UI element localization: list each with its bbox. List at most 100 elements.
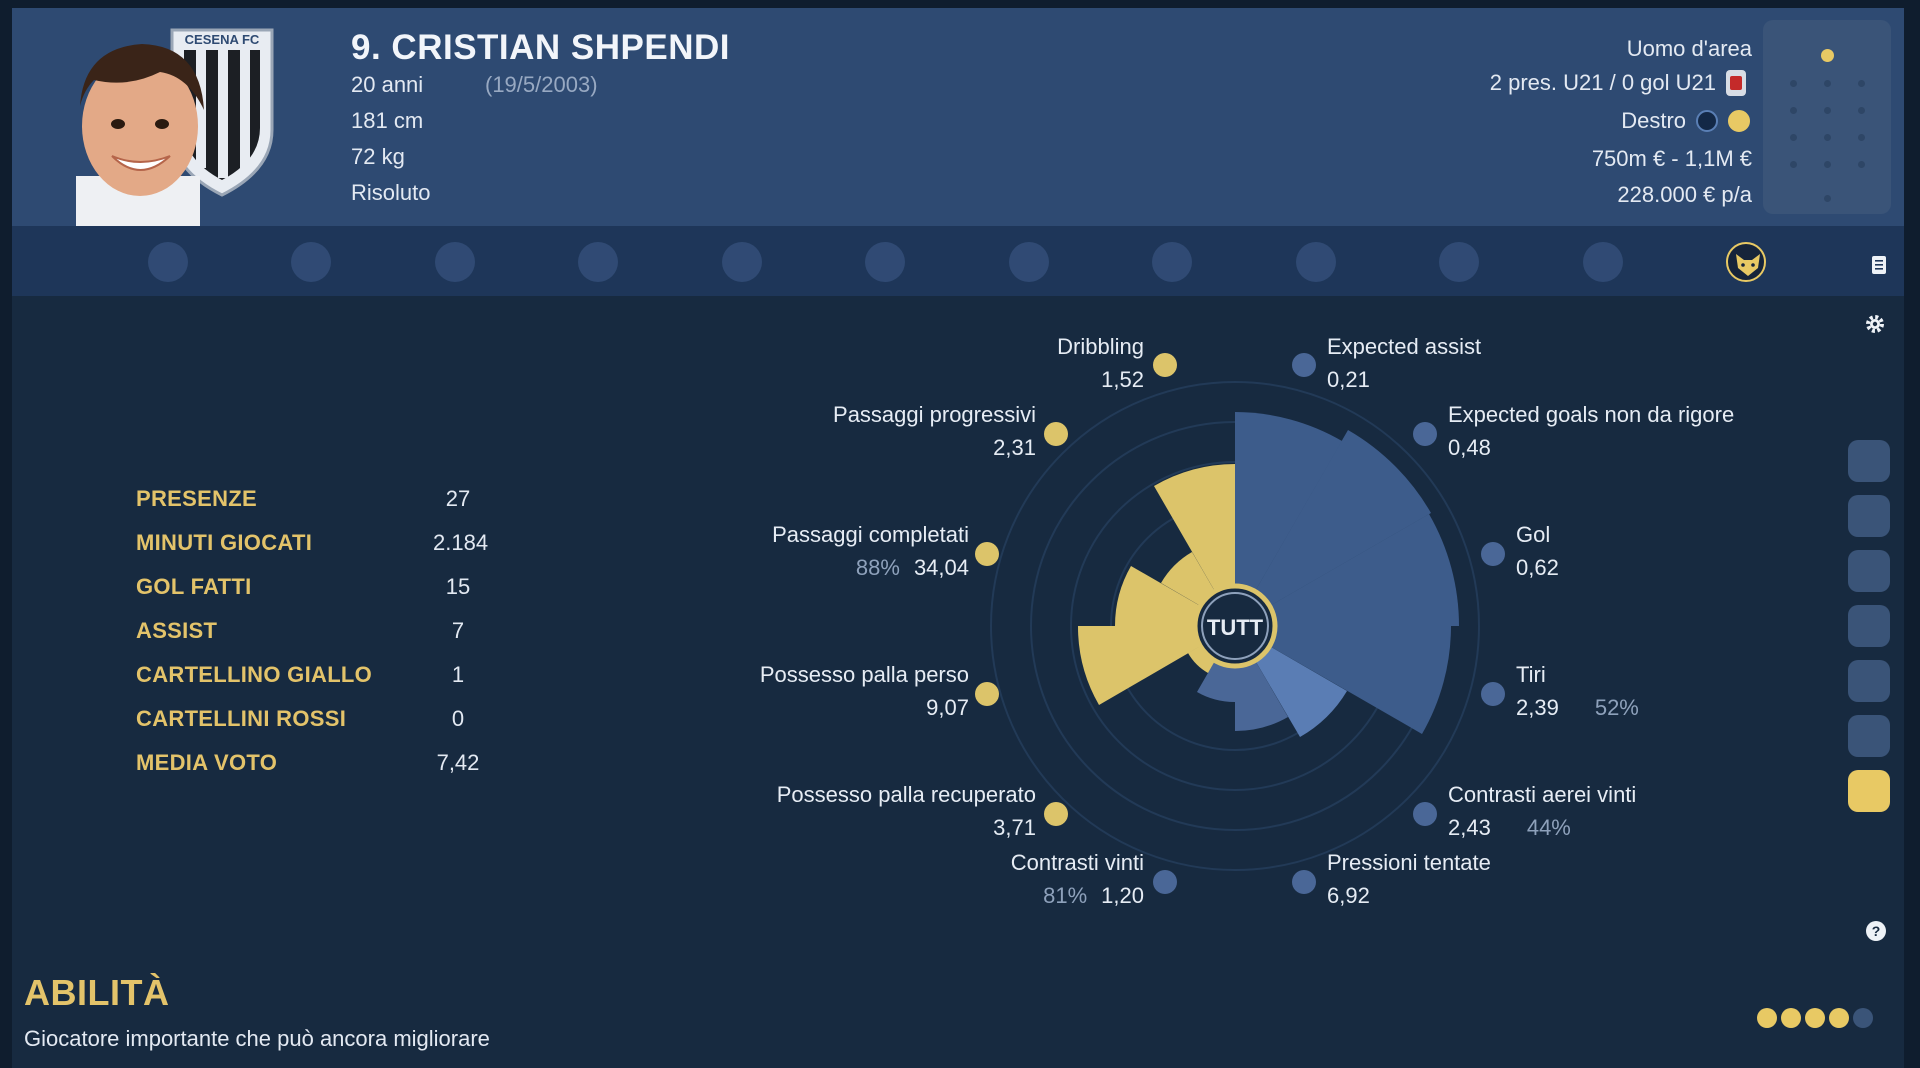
section-description: Giocatore importante che può ancora migl… [24,1026,490,1051]
tab-target-icon[interactable] [1583,242,1623,282]
player-role: Uomo d'area [1627,36,1752,62]
role-tabs [12,226,1904,296]
tab-hammer-sickle-icon[interactable] [578,242,618,282]
filter-kicking-icon[interactable] [1848,550,1890,592]
position-dot [1824,161,1831,168]
metric-pct: 52% [1594,695,1639,720]
metric-progressive: Passaggi progressivi 2,31 [833,398,1036,464]
metric-dot-shots[interactable] [1481,682,1505,706]
metric-label: Tiri [1516,662,1546,687]
player-value: 750m € - 1,1M € [1592,146,1752,172]
metric-dot-npxg[interactable] [1413,422,1437,446]
metric-aerial: Contrasti aerei vinti 2,43 44% [1448,778,1636,844]
metric-dot-pressures[interactable] [1292,870,1316,894]
metric-pct: 88% [855,555,900,580]
metric-dot-progressive[interactable] [1044,422,1068,446]
metric-dot-lost[interactable] [975,682,999,706]
tab-helmet-icon[interactable] [1009,242,1049,282]
player-wage: 228.000 € p/a [1617,182,1752,208]
metric-pressures: Pressioni tentate 6,92 [1327,846,1491,912]
position-dot [1858,161,1865,168]
tab-wave-icon[interactable] [1439,242,1479,282]
player-dob: (19/5/2003) [485,72,598,97]
stat-row: MINUTI GIOCATI 2.184 [136,522,496,566]
gear-icon[interactable] [1864,313,1886,335]
filter-shooting-icon[interactable] [1848,715,1890,757]
stat-label: PRESENZE [136,486,257,511]
metric-xa: Expected assist 0,21 [1327,330,1481,396]
filter-sliding-icon[interactable] [1848,440,1890,482]
filter-standing-icon[interactable] [1848,495,1890,537]
metric-dot-completed[interactable] [975,542,999,566]
stat-row: CARTELLINO GIALLO 1 [136,654,496,698]
section-title: ABILITÀ [24,972,170,1013]
tab-pencil-icon[interactable] [865,242,905,282]
tab-eye-icon[interactable] [722,242,762,282]
stat-row: PRESENZE 27 [136,478,496,522]
metric-label: Dribbling [1057,334,1144,359]
metric-completed: Passaggi completati 88% 34,04 [772,518,969,584]
metric-goals: Gol 0,62 [1516,518,1559,584]
metric-value: 0,21 [1327,367,1370,392]
metric-value: 6,92 [1327,883,1370,908]
metric-tackles: Contrasti vinti 81% 1,20 [1011,846,1144,912]
metric-dot-xa[interactable] [1292,353,1316,377]
season-stats: PRESENZE 27 MINUTI GIOCATI 2.184 GOL FATTI… [136,478,496,786]
metric-dot-goals[interactable] [1481,542,1505,566]
help-icon[interactable]: ? [1866,921,1886,941]
filter-running-icon[interactable] [1848,660,1890,702]
club-crest-icon: CESENA FC [170,28,274,197]
position-map [1763,20,1891,214]
metric-lost: Possesso palla perso 9,07 [760,658,969,724]
stat-row: CARTELLINI ROSSI 0 [136,698,496,742]
metric-label: Expected assist [1327,334,1482,359]
player-wage-label: 228.000 € p/a [1617,182,1752,207]
position-dot [1824,134,1831,141]
metric-value: 9,07 [926,695,969,720]
metric-label: Contrasti vinti [1010,850,1144,875]
player-photo [76,44,204,226]
metric-dot-tackles[interactable] [1153,870,1177,894]
filter-heading-icon[interactable] [1848,605,1890,647]
stat-row: ASSIST 7 [136,610,496,654]
filter-all-icon[interactable] [1848,770,1890,812]
metric-label: Pressioni tentate [1327,850,1491,875]
right-foot-icon [1728,110,1750,132]
metric-dot-recovered[interactable] [1044,802,1068,826]
player-age: 20 anni [351,72,424,97]
player-foot-label: Destro [1621,108,1686,133]
stat-label: MINUTI GIOCATI [136,530,313,555]
tab-shield-icon[interactable] [435,242,475,282]
player-value-label: 750m € - 1,1M € [1591,146,1752,171]
tab-goalkeeper-icon[interactable] [291,242,331,282]
stat-row: MEDIA VOTO 7,42 [136,742,496,786]
metric-label: Passaggi progressivi [833,402,1036,427]
notes-icon[interactable] [1872,256,1886,274]
rating-dot [1757,1008,1777,1028]
metric-value: 0,48 [1448,435,1491,460]
metric-label: Expected goals non da rigore [1448,402,1735,427]
radar-center-label[interactable]: TUTT [1207,615,1264,640]
stat-label: CARTELLINO GIALLO [136,662,373,687]
tab-wolf-icon[interactable] [1296,242,1336,282]
rating-dot [1829,1008,1849,1028]
rating-dot [1805,1008,1825,1028]
metric-value: 2,39 [1516,695,1559,720]
tab-anchor-icon[interactable] [148,242,188,282]
metric-pct: 81% [1043,883,1088,908]
radar-slices [1077,412,1459,737]
stat-row: GOL FATTI 15 [136,566,496,610]
metric-dot-dribbling[interactable] [1153,353,1177,377]
tab-star-burst-icon[interactable] [1152,242,1192,282]
metric-label: Passaggi completati [772,522,969,547]
stat-label: GOL FATTI [136,574,252,599]
metric-recovered: Possesso palla recuperato 3,71 [777,778,1036,844]
position-dot-active [1821,49,1834,62]
metric-value: 3,71 [993,815,1036,840]
player-header: CESENA FC 9. CRISTIAN SHPENDI 20 anni (1… [12,8,1904,226]
metric-dot-aerial[interactable] [1413,802,1437,826]
player-height: 181 cm [351,108,424,133]
metric-value: 2,31 [993,435,1036,460]
tab-fox-icon[interactable] [1726,242,1766,282]
metric-value: 1,20 [1101,883,1144,908]
